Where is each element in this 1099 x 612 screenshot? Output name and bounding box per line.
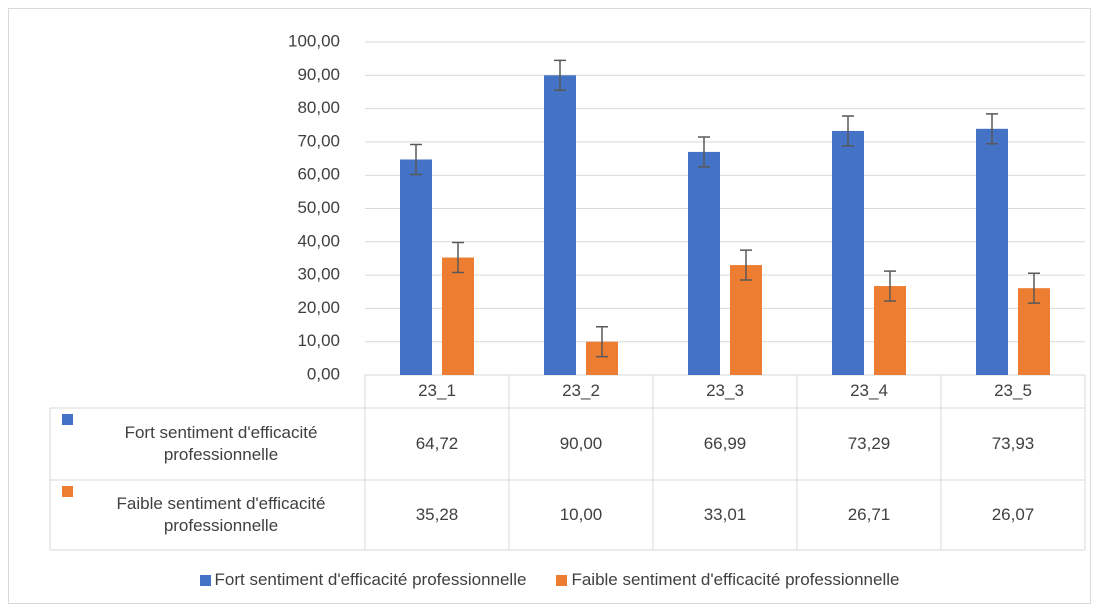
x-tick-label: 23_1 — [418, 381, 456, 400]
legend-item: Fort sentiment d'efficacité professionne… — [199, 569, 527, 591]
y-tick-label: 10,00 — [297, 331, 340, 350]
y-tick-label: 80,00 — [297, 98, 340, 117]
legend: Fort sentiment d'efficacité professionne… — [0, 566, 1099, 594]
error-bar — [698, 136, 710, 168]
error-bar — [410, 143, 422, 176]
error-bar — [1028, 272, 1040, 304]
table-row-label: Fort sentiment d'efficacité professionne… — [50, 408, 365, 480]
y-tick-label: 100,00 — [288, 31, 340, 50]
table-value: 35,28 — [415, 505, 459, 524]
y-tick-label: 70,00 — [297, 131, 340, 150]
legend-key — [62, 414, 73, 425]
error-bar — [554, 59, 566, 92]
error-bar — [740, 249, 752, 281]
error-bar — [596, 325, 608, 358]
legend-label: Fort sentiment d'efficacité professionne… — [214, 570, 527, 589]
y-tick-label: 40,00 — [297, 231, 340, 250]
y-tick-label: 50,00 — [297, 198, 340, 217]
x-tick-label: 23_3 — [706, 381, 744, 400]
bar — [976, 128, 1008, 375]
y-tick-label: 90,00 — [297, 65, 340, 84]
table-value: 73,29 — [847, 434, 891, 453]
bar — [832, 130, 864, 375]
y-tick-label: 30,00 — [297, 265, 340, 284]
row-label-text: Fort sentiment d'efficacité professionne… — [124, 423, 318, 464]
y-tick-label: 20,00 — [297, 298, 340, 317]
table-value: 66,99 — [703, 434, 747, 453]
table-value: 73,93 — [991, 434, 1035, 453]
y-tick-label: 60,00 — [297, 165, 340, 184]
bar — [688, 151, 720, 375]
legend-item: Faible sentiment d'efficacité profession… — [556, 569, 899, 591]
table-value: 26,71 — [847, 505, 891, 524]
bar — [730, 265, 762, 375]
x-tick-label: 23_2 — [562, 381, 600, 400]
chart-border — [8, 8, 1091, 604]
error-bar — [842, 115, 854, 147]
legend-key — [62, 486, 73, 497]
legend-label: Faible sentiment d'efficacité profession… — [571, 570, 900, 589]
y-tick-label: 0,00 — [307, 364, 340, 383]
bar — [544, 75, 576, 376]
table-value: 64,72 — [415, 434, 459, 453]
x-tick-label: 23_4 — [850, 381, 888, 400]
legend-key — [556, 575, 568, 587]
bar — [400, 159, 432, 375]
bar — [442, 257, 474, 375]
table-value: 33,01 — [703, 505, 747, 524]
legend-key — [199, 575, 211, 587]
row-label-text: Faible sentiment d'efficacité profession… — [116, 494, 326, 535]
table-value: 10,00 — [559, 505, 603, 524]
error-bar — [884, 270, 896, 302]
x-tick-label: 23_5 — [994, 381, 1032, 400]
table-value: 90,00 — [559, 434, 603, 453]
table-row-label: Faible sentiment d'efficacité profession… — [50, 480, 365, 550]
error-bar — [452, 241, 464, 274]
table-value: 26,07 — [991, 505, 1035, 524]
error-bar — [986, 113, 998, 145]
